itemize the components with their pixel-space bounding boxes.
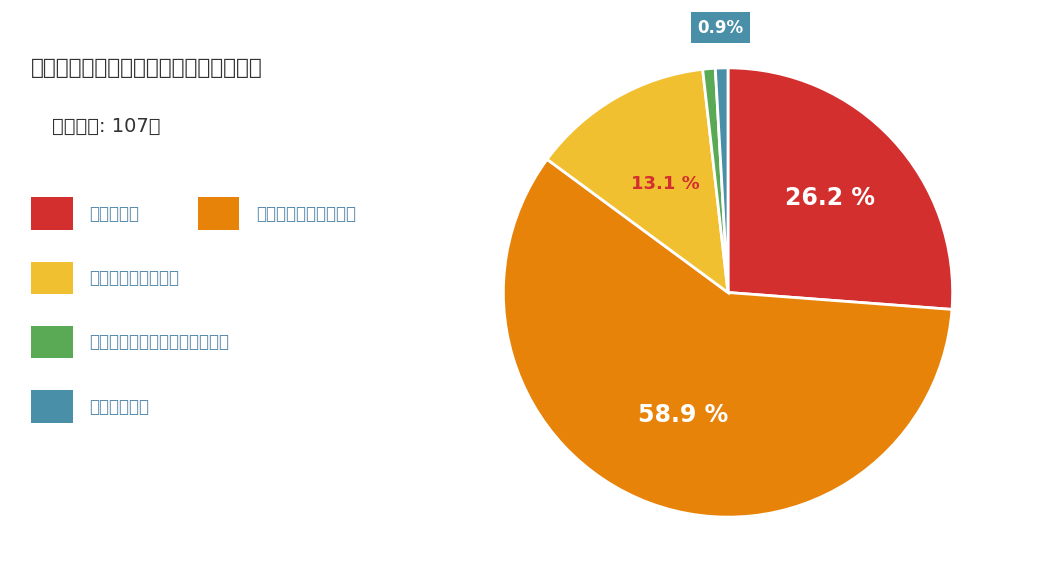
- Text: どちらかというと幸せではない: どちらかというと幸せではない: [89, 333, 230, 351]
- Text: あなたは今どのくらい「幸せ」ですか？: あなたは今どのくらい「幸せ」ですか？: [31, 58, 263, 78]
- FancyBboxPatch shape: [198, 197, 239, 229]
- Wedge shape: [503, 159, 952, 517]
- FancyBboxPatch shape: [31, 326, 73, 358]
- Wedge shape: [716, 68, 728, 292]
- Text: （回答数: 107）: （回答数: 107）: [52, 117, 160, 136]
- FancyBboxPatch shape: [31, 262, 73, 294]
- Text: 58.9 %: 58.9 %: [638, 402, 728, 426]
- Text: すごく幸せ: すごく幸せ: [89, 205, 139, 222]
- FancyBboxPatch shape: [31, 391, 73, 422]
- Wedge shape: [547, 69, 728, 292]
- Wedge shape: [703, 68, 728, 292]
- Text: どちらかというと幸せ: どちらかというと幸せ: [256, 205, 356, 222]
- Text: 26.2 %: 26.2 %: [785, 186, 875, 210]
- Wedge shape: [728, 68, 953, 309]
- Text: 0.9%: 0.9%: [698, 19, 744, 36]
- Text: 13.1 %: 13.1 %: [630, 174, 699, 192]
- Text: どちらとも言えない: どちらとも言えない: [89, 269, 180, 287]
- Text: 幸せではない: 幸せではない: [89, 398, 150, 415]
- FancyBboxPatch shape: [31, 197, 73, 229]
